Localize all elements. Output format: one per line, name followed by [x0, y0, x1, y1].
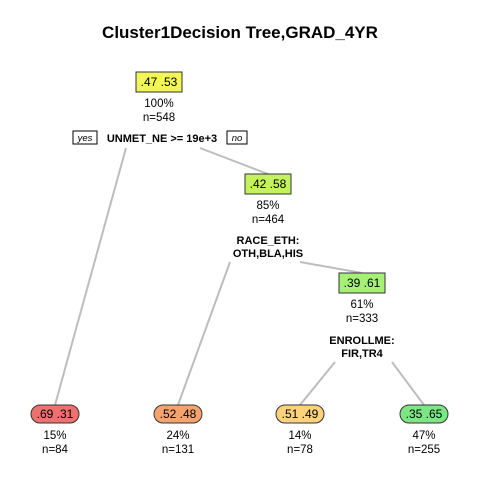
- split-node: .39 .61 61% n=333: [338, 272, 386, 325]
- node-count: n=78: [287, 444, 313, 456]
- node-probabilities: .51 .49: [282, 407, 319, 421]
- split-rule: RACE_ETH:: [237, 235, 300, 247]
- split-rule: FIR,TR4: [341, 348, 383, 360]
- yes-tag: yes: [77, 133, 93, 144]
- node-box: [135, 71, 183, 93]
- tree-nodes: .47 .53 100% n=548 .42 .58 85% n=464 .39 .61 61…: [30, 71, 449, 456]
- node-box: [153, 404, 203, 424]
- node-probabilities: .42 .58: [250, 177, 287, 191]
- split-node: .42 .58 85% n=464: [244, 173, 292, 226]
- node-percent: 14%: [288, 430, 311, 442]
- node-box: [30, 404, 80, 424]
- leaf-node: .35 .65 47% n=255: [399, 404, 449, 456]
- node-box: [338, 272, 386, 294]
- tree-edge: [177, 261, 231, 406]
- node-probabilities: .47 .53: [141, 75, 178, 89]
- tree-edge: [299, 261, 363, 274]
- node-probabilities: .69 .31: [37, 407, 74, 421]
- node-box: [399, 404, 449, 424]
- yes-tag-box: [72, 130, 98, 145]
- node-count: n=464: [252, 214, 285, 226]
- node-probabilities: .52 .48: [160, 407, 197, 421]
- node-box: [244, 173, 292, 195]
- node-probabilities: .39 .61: [344, 276, 381, 290]
- node-box: [275, 404, 325, 424]
- no-tag: no: [232, 133, 243, 144]
- chart-title: Cluster1Decision Tree,GRAD_4YR: [102, 23, 378, 42]
- split-rule: ENROLLME:: [329, 335, 394, 347]
- node-percent: 61%: [350, 299, 373, 311]
- tree-edge: [54, 147, 127, 406]
- leaf-node: .69 .31 15% n=84: [30, 404, 80, 456]
- tree-edge: [391, 361, 425, 406]
- no-tag-box: [226, 130, 248, 145]
- split-rule: UNMET_NE >= 19e+3: [107, 133, 217, 145]
- split-rule: OTH,BLA,HIS: [233, 248, 303, 260]
- node-percent: 85%: [256, 200, 279, 212]
- node-percent: 24%: [166, 430, 189, 442]
- yes-no-tags: yes no: [72, 130, 248, 145]
- node-percent: 15%: [43, 430, 66, 442]
- node-count: n=131: [162, 444, 194, 456]
- split-node: .47 .53 100% n=548: [135, 71, 183, 124]
- node-count: n=255: [408, 444, 440, 456]
- tree-splits: UNMET_NE >= 19e+3 RACE_ETH:OTH,BLA,HIS ENR…: [107, 133, 395, 360]
- node-count: n=84: [42, 444, 69, 456]
- node-probabilities: .35 .65: [406, 407, 443, 421]
- leaf-node: .52 .48 24% n=131: [153, 404, 203, 456]
- node-count: n=333: [346, 313, 378, 325]
- tree-edge: [299, 361, 336, 406]
- node-percent: 100%: [144, 98, 173, 110]
- tree-edge: [199, 147, 269, 175]
- node-count: n=548: [143, 112, 175, 124]
- node-percent: 47%: [412, 430, 435, 442]
- leaf-node: .51 .49 14% n=78: [275, 404, 325, 456]
- tree-edges: [54, 147, 425, 406]
